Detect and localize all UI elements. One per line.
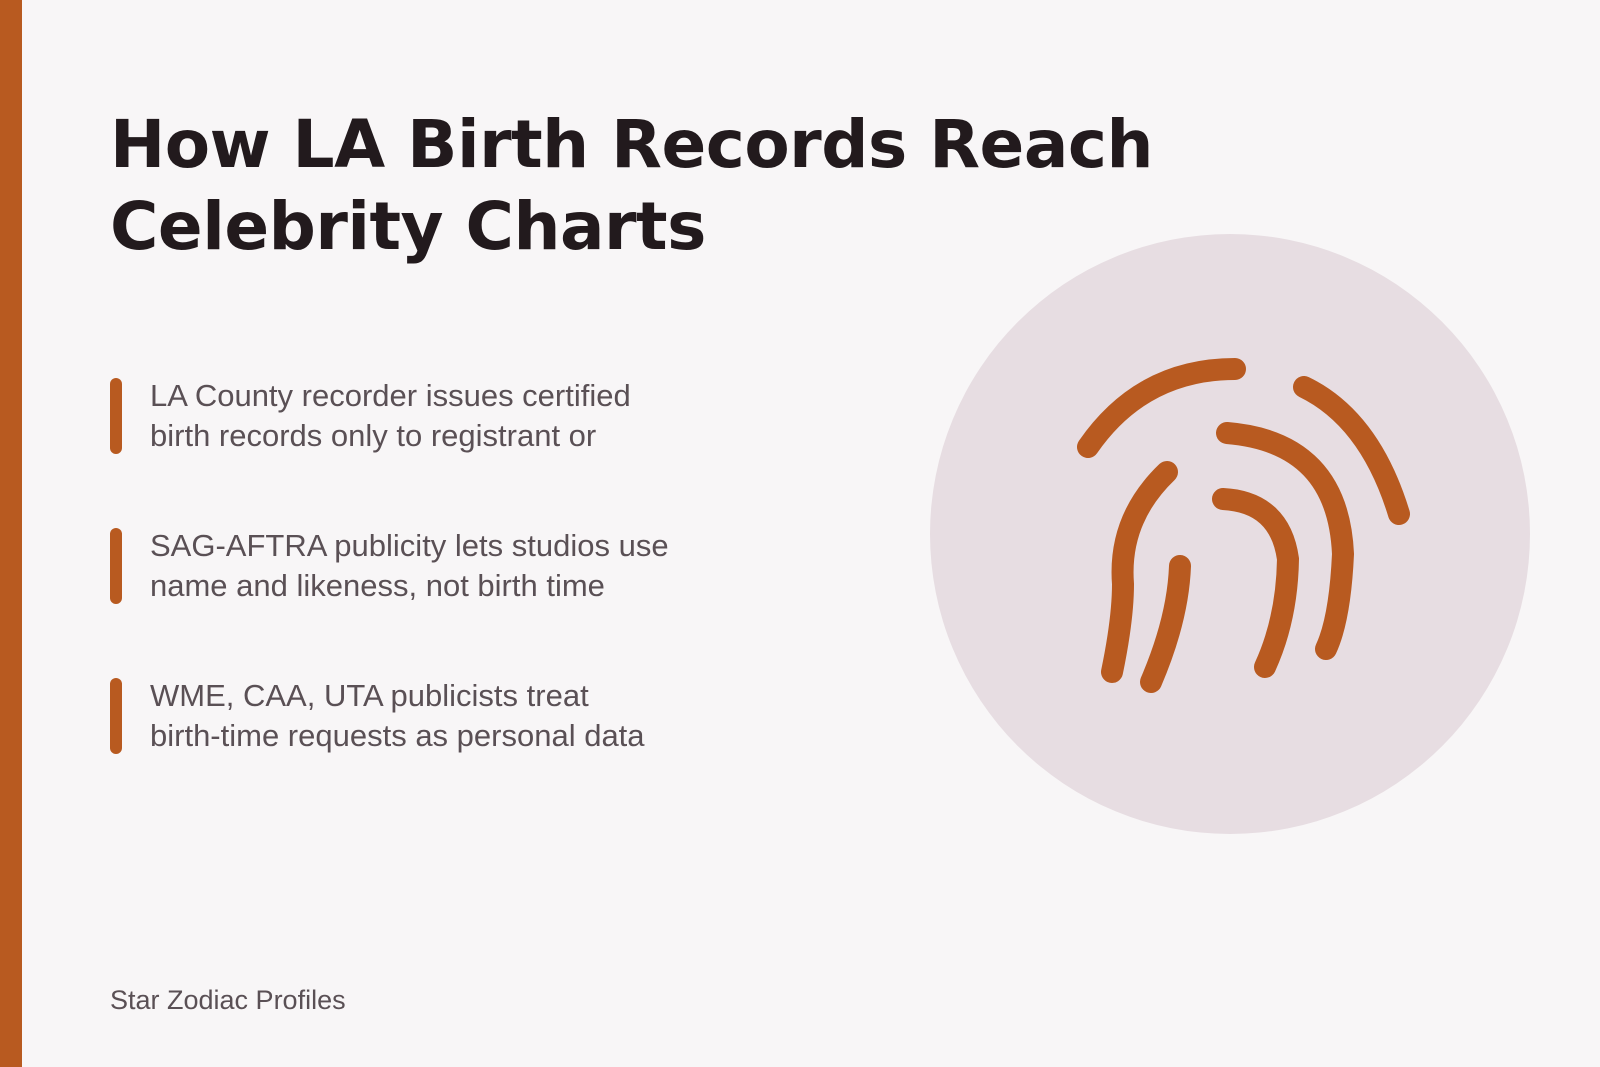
illustration-circle — [930, 234, 1530, 834]
fingerprint-illustration — [930, 234, 1530, 834]
fingerprint-ridge — [1140, 555, 1191, 693]
bullet-text-line-1: LA County recorder issues certified — [150, 378, 631, 413]
fingerprint-icon — [930, 234, 1530, 834]
bullet-text: SAG-AFTRA publicity lets studios use nam… — [150, 526, 669, 606]
bullet-text-line-2: birth records only to registrant or — [150, 418, 597, 453]
page-title-line-2: Celebrity Charts — [110, 188, 706, 265]
bullet-item-publicists: WME, CAA, UTA publicists treat birth-tim… — [110, 678, 830, 754]
bullet-marker — [110, 378, 122, 454]
fingerprint-ridge — [1101, 461, 1178, 683]
page-title: How LA Birth Records Reach Celebrity Cha… — [110, 104, 1260, 268]
bullet-text-line-2: name and likeness, not birth time — [150, 568, 605, 603]
fingerprint-ridge — [1293, 376, 1410, 525]
bullet-item-sag-aftra: SAG-AFTRA publicity lets studios use nam… — [110, 528, 830, 604]
bullet-text-line-1: SAG-AFTRA publicity lets studios use — [150, 528, 669, 563]
fingerprint-ridge — [1212, 488, 1300, 678]
bullet-item-la-county: LA County recorder issues certified birt… — [110, 378, 830, 454]
bullet-list: LA County recorder issues certified birt… — [110, 378, 830, 828]
fingerprint-ridge — [1216, 422, 1355, 660]
bullet-text: WME, CAA, UTA publicists treat birth-tim… — [150, 676, 645, 756]
fingerprint-ridges — [1077, 358, 1410, 693]
bullet-text-line-1: WME, CAA, UTA publicists treat — [150, 678, 589, 713]
fingerprint-ridge — [1077, 358, 1246, 458]
page-title-line-1: How LA Birth Records Reach — [110, 106, 1153, 183]
bullet-marker — [110, 678, 122, 754]
bullet-text-line-2: birth-time requests as personal data — [150, 718, 645, 753]
footer-brand: Star Zodiac Profiles — [110, 985, 346, 1015]
left-accent-bar — [0, 0, 22, 1067]
bullet-marker — [110, 528, 122, 604]
bullet-text: LA County recorder issues certified birt… — [150, 376, 631, 456]
